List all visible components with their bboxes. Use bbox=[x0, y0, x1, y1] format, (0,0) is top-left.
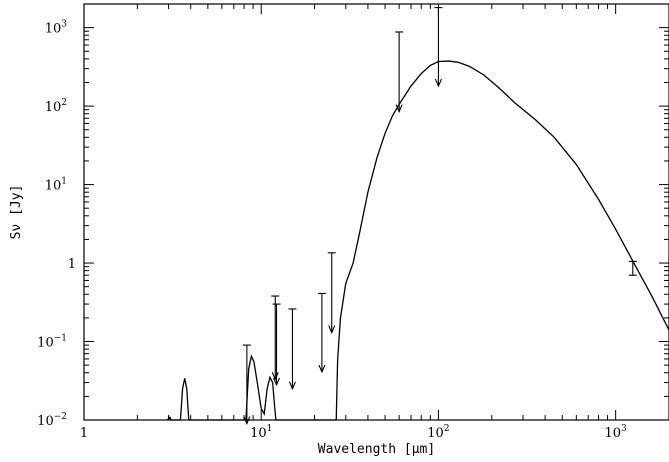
upper-limit-marker bbox=[317, 292, 326, 374]
upper-limit-arrowhead bbox=[328, 325, 336, 334]
y-tick-label: 10−2 bbox=[37, 412, 67, 429]
x-tick-label: 102 bbox=[427, 424, 449, 441]
upper-limit-marker bbox=[434, 7, 443, 88]
x-tick-label: 1 bbox=[80, 426, 88, 441]
plot-frame bbox=[83, 3, 669, 421]
upper-limit-marker bbox=[271, 295, 280, 381]
upper-limit-arrowhead bbox=[434, 78, 442, 88]
upper-limits bbox=[242, 7, 443, 425]
y-tick-label: 1 bbox=[68, 257, 76, 272]
tick-labels: 1 101 102 103 10−2 10−1 1 101 102 103 bbox=[37, 20, 627, 441]
y-tick-label: 102 bbox=[45, 98, 67, 115]
upper-limit-marker bbox=[327, 252, 336, 334]
upper-limit-arrowhead bbox=[271, 372, 279, 381]
upper-limit-arrowhead bbox=[318, 364, 326, 374]
axis-ticks bbox=[83, 3, 669, 421]
x-tick-label: 103 bbox=[605, 424, 628, 441]
error-bars bbox=[628, 260, 637, 276]
upper-limit-arrowhead bbox=[288, 381, 296, 391]
upper-limit-marker bbox=[288, 308, 297, 391]
y-tick-label: 103 bbox=[45, 20, 68, 37]
upper-limit-arrowhead bbox=[273, 377, 281, 387]
upper-limit-arrowhead bbox=[243, 416, 251, 425]
x-tick-label: 101 bbox=[250, 424, 272, 441]
error-bar bbox=[628, 260, 637, 276]
y-tick-label: 10−1 bbox=[37, 334, 67, 351]
y-axis-label: Sν [Jy] bbox=[9, 185, 24, 240]
y-tick-label: 101 bbox=[45, 177, 67, 194]
x-axis-label: Wavelength [μm] bbox=[318, 442, 435, 457]
upper-limit-marker bbox=[272, 303, 281, 387]
sed-curve bbox=[166, 60, 669, 421]
